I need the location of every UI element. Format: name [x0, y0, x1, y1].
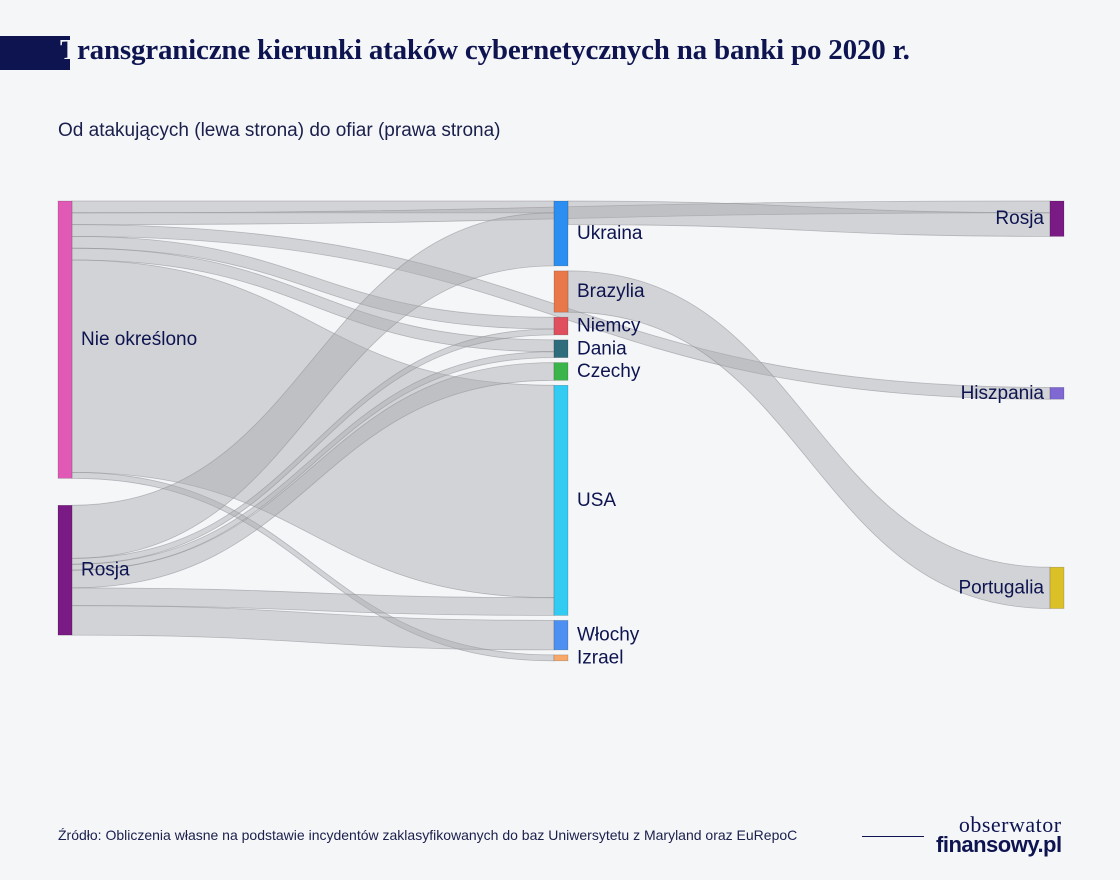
sankey-label-wlochy: Włochy: [577, 625, 640, 646]
sankey-node-ukraina: [553, 200, 569, 267]
sankey-node-niemcy: [553, 316, 569, 336]
sankey-node-wlochy: [553, 620, 569, 651]
sankey-node-czechy: [553, 362, 569, 381]
sankey-label-izrael: Izrael: [577, 647, 623, 668]
sankey-label-portugalia: Portugalia: [958, 577, 1044, 598]
sankey-label-rosja_dst: Rosja: [995, 208, 1044, 229]
sankey-label-ukraina: Ukraina: [577, 223, 643, 244]
sankey-node-izrael: [553, 654, 569, 662]
sankey-label-brazylia: Brazylia: [577, 281, 645, 302]
sankey-node-hiszpania: [1049, 387, 1065, 400]
sankey-labels: Nie określono Rosja Ukraina Brazylia NiemcyD…: [81, 208, 1044, 668]
title-rest: ransgraniczne kierunki ataków cybernetyc…: [77, 34, 910, 66]
sankey-label-czechy: Czechy: [577, 361, 641, 382]
sankey-links: [71, 200, 1051, 662]
sankey-node-usa: [553, 384, 569, 616]
sankey-label-nie_okreslono: Nie określono: [81, 329, 197, 350]
sankey-label-dania: Dania: [577, 338, 627, 359]
page-title: Transgraniczne kierunki ataków cybernety…: [60, 34, 910, 67]
sankey-label-rosja_src: Rosja: [81, 560, 130, 581]
sankey-node-rosja_src: [57, 504, 73, 636]
sankey-node-nie_okreslono: [57, 200, 73, 479]
sankey-node-rosja_dst: [1049, 200, 1065, 237]
sankey-label-hiszpania: Hiszpania: [961, 383, 1045, 404]
subtitle: Od atakujących (lewa strona) do ofiar (p…: [58, 120, 501, 141]
sankey-label-niemcy: Niemcy: [577, 316, 641, 337]
title-accent-bar: [0, 36, 70, 70]
brand-line-2: finansowy.pl: [936, 832, 1062, 857]
sankey-label-usa: USA: [577, 490, 616, 511]
sankey-nodes: [57, 200, 1065, 662]
brand-logo: obserwator finansowy.pl: [936, 812, 1062, 857]
brand-divider: [862, 836, 924, 837]
source-note: Źródło: Obliczenia własne na podstawie i…: [58, 827, 798, 843]
sankey-node-brazylia: [553, 270, 569, 313]
brand-line-1: obserwator: [958, 812, 1062, 837]
sankey-node-dania: [553, 339, 569, 358]
sankey-node-portugalia: [1049, 566, 1065, 609]
title-first-letter: T: [60, 34, 77, 66]
